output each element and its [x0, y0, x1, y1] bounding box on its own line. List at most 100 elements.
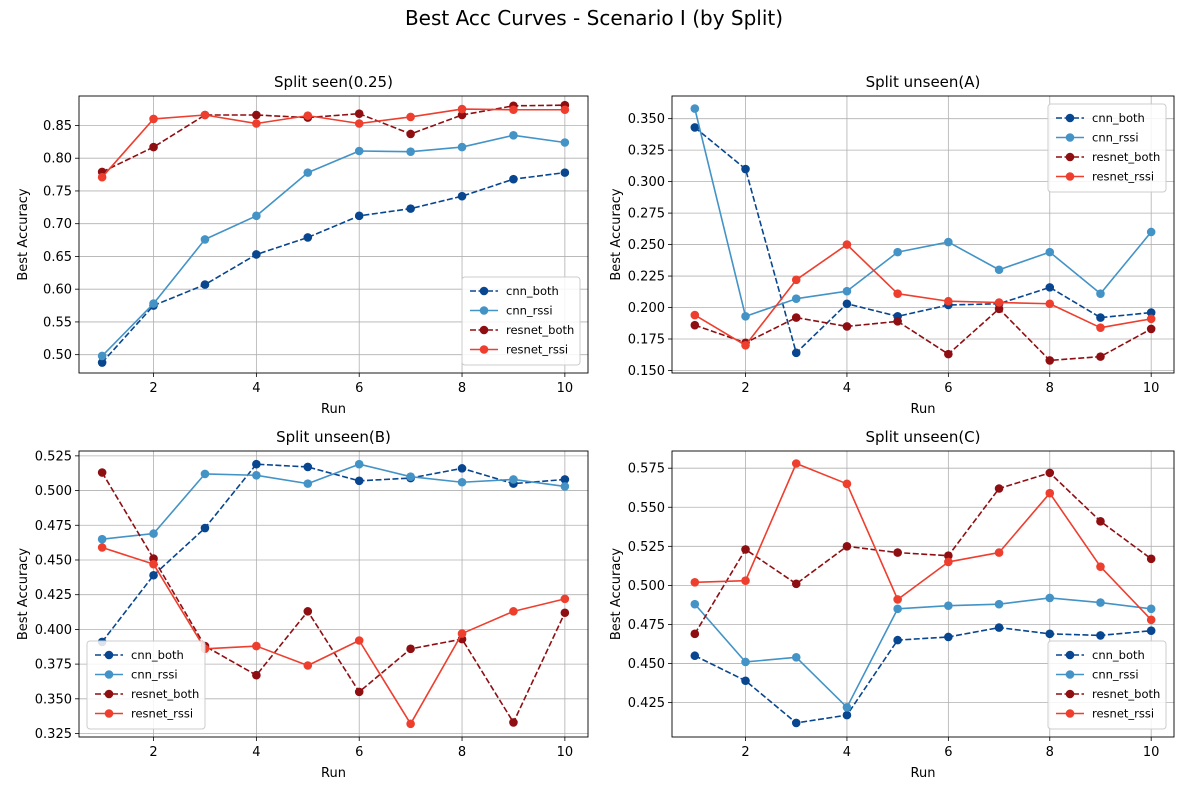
data-point — [355, 460, 364, 469]
y-tick-label: 0.500 — [35, 484, 72, 499]
data-point — [741, 545, 750, 554]
legend-label: cnn_both — [1092, 111, 1145, 125]
data-point — [252, 212, 261, 221]
x-axis-label: Run — [911, 766, 936, 781]
y-tick-label: 0.450 — [628, 657, 665, 672]
data-point — [509, 175, 518, 184]
data-point — [741, 341, 750, 350]
legend-marker — [1066, 133, 1075, 142]
y-tick-label: 0.175 — [628, 333, 665, 348]
y-tick-label: 0.425 — [35, 588, 72, 603]
data-point — [509, 607, 518, 616]
legend-marker — [1066, 690, 1075, 699]
data-point — [406, 645, 415, 654]
data-point — [691, 578, 700, 587]
data-point — [355, 119, 364, 128]
legend-label: resnet_both — [1092, 150, 1160, 164]
data-point — [1147, 615, 1156, 624]
y-axis-label: Best Accuracy — [609, 548, 624, 641]
y-tick-label: 0.350 — [628, 112, 665, 127]
legend: cnn_both cnn_rssi resnet_both resnet_rssi — [87, 641, 205, 729]
data-point — [458, 105, 467, 114]
legend-marker — [1066, 709, 1075, 718]
data-point — [1147, 228, 1156, 237]
data-point — [252, 119, 261, 128]
data-point — [561, 138, 570, 147]
y-tick-label: 0.250 — [628, 238, 665, 253]
data-point — [355, 477, 364, 486]
data-point — [1147, 325, 1156, 334]
y-tick-label: 0.400 — [35, 623, 72, 638]
data-point — [1096, 352, 1105, 361]
y-tick-label: 0.325 — [628, 144, 665, 159]
data-point — [201, 524, 210, 533]
data-point — [1045, 489, 1054, 498]
data-point — [98, 543, 107, 552]
data-point — [201, 111, 210, 120]
data-point — [741, 676, 750, 685]
y-tick-label: 0.75 — [43, 184, 72, 199]
data-point — [1096, 562, 1105, 571]
data-point — [149, 143, 158, 152]
y-tick-label: 0.85 — [43, 119, 72, 134]
x-tick-label: 10 — [1143, 381, 1160, 396]
y-axis-label: Best Accuracy — [609, 188, 624, 281]
data-point — [98, 173, 107, 182]
data-point — [944, 350, 953, 359]
x-tick-label: 8 — [458, 381, 466, 396]
data-point — [303, 661, 312, 670]
data-point — [691, 630, 700, 639]
x-tick-label: 8 — [1046, 381, 1054, 396]
data-point — [149, 299, 158, 308]
data-point — [355, 109, 364, 118]
data-point — [252, 642, 261, 651]
data-point — [1045, 356, 1054, 365]
data-point — [303, 233, 312, 242]
data-point — [995, 484, 1004, 493]
x-tick-label: 2 — [741, 745, 749, 760]
y-tick-label: 0.525 — [35, 449, 72, 464]
data-point — [406, 130, 415, 139]
data-point — [893, 605, 902, 614]
y-tick-label: 0.475 — [628, 618, 665, 633]
data-point — [1147, 626, 1156, 635]
data-point — [303, 111, 312, 120]
data-point — [509, 475, 518, 484]
legend-label: cnn_rssi — [1092, 131, 1139, 145]
data-point — [1147, 605, 1156, 614]
x-axis-label: Run — [911, 402, 936, 417]
data-point — [509, 131, 518, 140]
data-point — [509, 718, 518, 727]
data-point — [944, 633, 953, 642]
y-tick-label: 0.60 — [43, 283, 72, 298]
subplot-title: Split unseen(B) — [276, 428, 391, 446]
data-point — [792, 349, 801, 358]
data-point — [944, 601, 953, 610]
data-point — [1096, 323, 1105, 332]
y-tick-label: 0.200 — [628, 301, 665, 316]
data-point — [741, 165, 750, 174]
x-tick-label: 6 — [355, 381, 363, 396]
legend-label: resnet_rssi — [131, 707, 193, 721]
data-point — [792, 313, 801, 322]
data-point — [509, 105, 518, 114]
y-tick-label: 0.450 — [35, 553, 72, 568]
data-point — [792, 580, 801, 589]
data-point — [561, 608, 570, 617]
data-point — [995, 600, 1004, 609]
y-tick-label: 0.375 — [35, 658, 72, 673]
data-point — [303, 168, 312, 177]
data-point — [98, 352, 107, 361]
data-point — [792, 653, 801, 662]
legend-marker — [480, 306, 489, 315]
data-point — [201, 470, 210, 479]
data-point — [98, 535, 107, 544]
data-point — [1045, 630, 1054, 639]
legend-marker — [1066, 153, 1075, 162]
x-tick-label: 4 — [843, 381, 851, 396]
y-tick-label: 0.550 — [628, 501, 665, 516]
data-point — [843, 240, 852, 249]
data-point — [843, 480, 852, 489]
data-point — [691, 321, 700, 330]
